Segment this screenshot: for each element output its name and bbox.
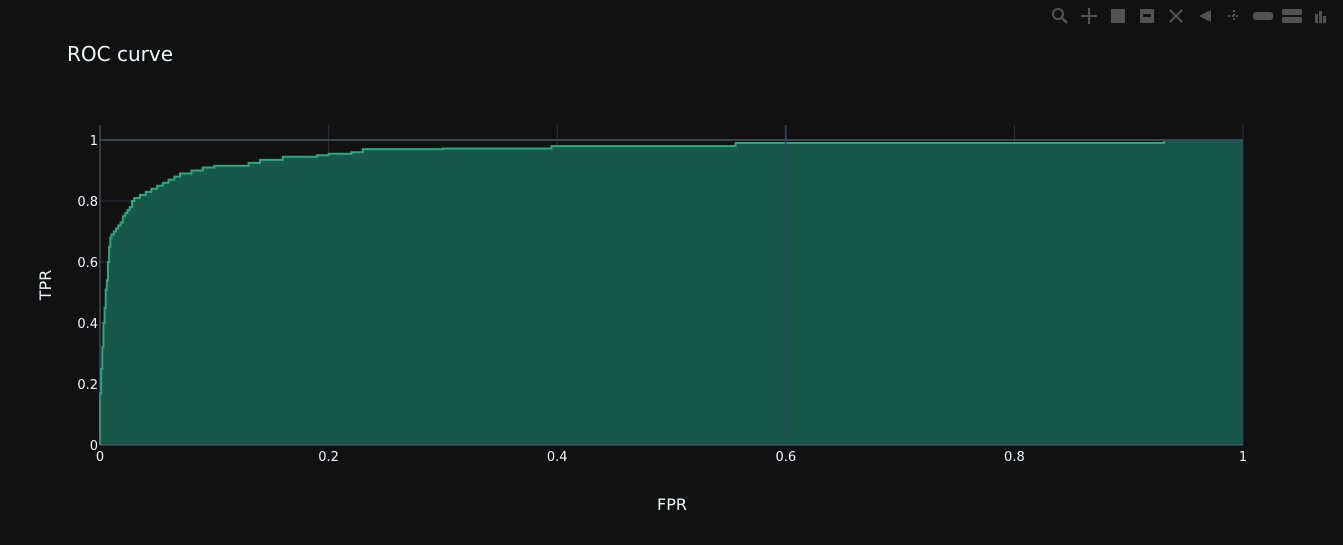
x-tick-label-2: 0.4: [547, 450, 568, 465]
pan-icon[interactable]: [1079, 6, 1099, 26]
autoscale-icon[interactable]: [1166, 6, 1186, 26]
x-tick-label-0: 0: [96, 450, 104, 465]
roc-area-fill: [100, 140, 1243, 445]
hover-closest-icon[interactable]: [1253, 6, 1273, 26]
plotly-logo-icon[interactable]: [1311, 6, 1331, 26]
zoom-in-icon[interactable]: [1108, 6, 1128, 26]
zoom-icon[interactable]: [1050, 6, 1070, 26]
x-tick-label-3: 0.6: [775, 450, 796, 465]
y-axis-title: TPR: [36, 270, 55, 302]
modebar: [1050, 6, 1331, 26]
y-tick-label-5: 1: [90, 134, 98, 149]
axis-layer: [99, 125, 1243, 446]
y-tick-label-2: 0.4: [77, 317, 98, 332]
area-layer: [99, 139, 1243, 445]
reset-icon[interactable]: [1195, 6, 1215, 26]
spike-icon[interactable]: [1224, 6, 1244, 26]
y-tick-label-4: 0.8: [77, 195, 98, 210]
y-tick-label-1: 0.2: [77, 378, 98, 393]
hover-compare-icon[interactable]: [1282, 6, 1302, 26]
x-axis-title: FPR: [657, 495, 687, 514]
x-tick-label-5: 1: [1239, 450, 1247, 465]
roc-curve-line: [99, 139, 1243, 445]
tick-labels: 0 0.2 0.4 0.6 0.8 1 0 0.2 0.4 0.6 0.8 1: [77, 134, 1247, 465]
y-tick-label-0: 0: [90, 439, 98, 454]
x-tick-label-4: 0.8: [1004, 450, 1025, 465]
reference-lines: [100, 125, 1243, 445]
zoom-out-icon[interactable]: [1137, 6, 1157, 26]
chart-title: ROC curve: [67, 42, 173, 66]
y-tick-label-3: 0.6: [77, 256, 98, 271]
x-tick-label-1: 0.2: [318, 450, 339, 465]
